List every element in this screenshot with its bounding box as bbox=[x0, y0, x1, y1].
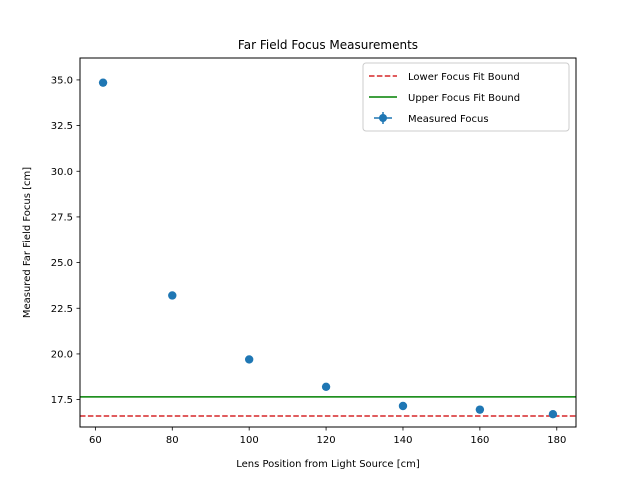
legend-label-measured-focus: Measured Focus bbox=[408, 114, 489, 125]
y-tick-label: 27.5 bbox=[51, 212, 73, 223]
x-axis-ticks: 60 80 100 120 140 160 180 bbox=[89, 427, 566, 446]
x-tick-label: 100 bbox=[240, 435, 259, 446]
data-points bbox=[98, 78, 558, 419]
y-tick-label: 32.5 bbox=[51, 121, 73, 132]
axes-frame bbox=[79, 57, 577, 428]
measured-focus-point bbox=[244, 355, 254, 364]
measured-focus-point bbox=[398, 401, 408, 411]
x-tick-label: 60 bbox=[89, 435, 102, 446]
y-tick-label: 17.5 bbox=[51, 395, 73, 406]
legend-label-upper-bound: Upper Focus Fit Bound bbox=[408, 93, 520, 104]
y-tick-label: 35.0 bbox=[51, 75, 73, 86]
x-tick-label: 160 bbox=[470, 435, 489, 446]
y-tick-label: 22.5 bbox=[51, 304, 73, 315]
x-tick-label: 180 bbox=[547, 435, 566, 446]
legend: Lower Focus Fit Bound Upper Focus Fit Bo… bbox=[362, 62, 570, 132]
y-tick-label: 30.0 bbox=[51, 167, 73, 178]
x-tick-label: 80 bbox=[166, 435, 179, 446]
y-tick-label: 20.0 bbox=[51, 349, 73, 360]
measured-focus-point bbox=[168, 291, 177, 300]
plot-area bbox=[80, 78, 576, 419]
reference-lines bbox=[80, 396, 576, 417]
x-tick-label: 140 bbox=[393, 435, 412, 446]
x-axis-label: Lens Position from Light Source [cm] bbox=[236, 459, 420, 470]
measured-focus-point bbox=[98, 78, 108, 87]
measured-focus-point bbox=[321, 382, 331, 392]
legend-label-lower-bound: Lower Focus Fit Bound bbox=[408, 72, 520, 83]
measured-focus-point bbox=[548, 410, 558, 419]
measured-focus-point bbox=[475, 405, 485, 414]
chart-title: Far Field Focus Measurements bbox=[238, 38, 418, 52]
x-tick-label: 120 bbox=[317, 435, 336, 446]
y-axis-ticks: 17.5 20.0 22.5 25.0 27.5 30.0 32.5 35.0 bbox=[51, 75, 80, 406]
legend-box bbox=[362, 62, 570, 132]
y-axis-label: Measured Far Field Focus [cm] bbox=[22, 167, 33, 318]
legend-measured-focus-swatch bbox=[374, 112, 392, 124]
y-tick-label: 25.0 bbox=[51, 258, 73, 269]
